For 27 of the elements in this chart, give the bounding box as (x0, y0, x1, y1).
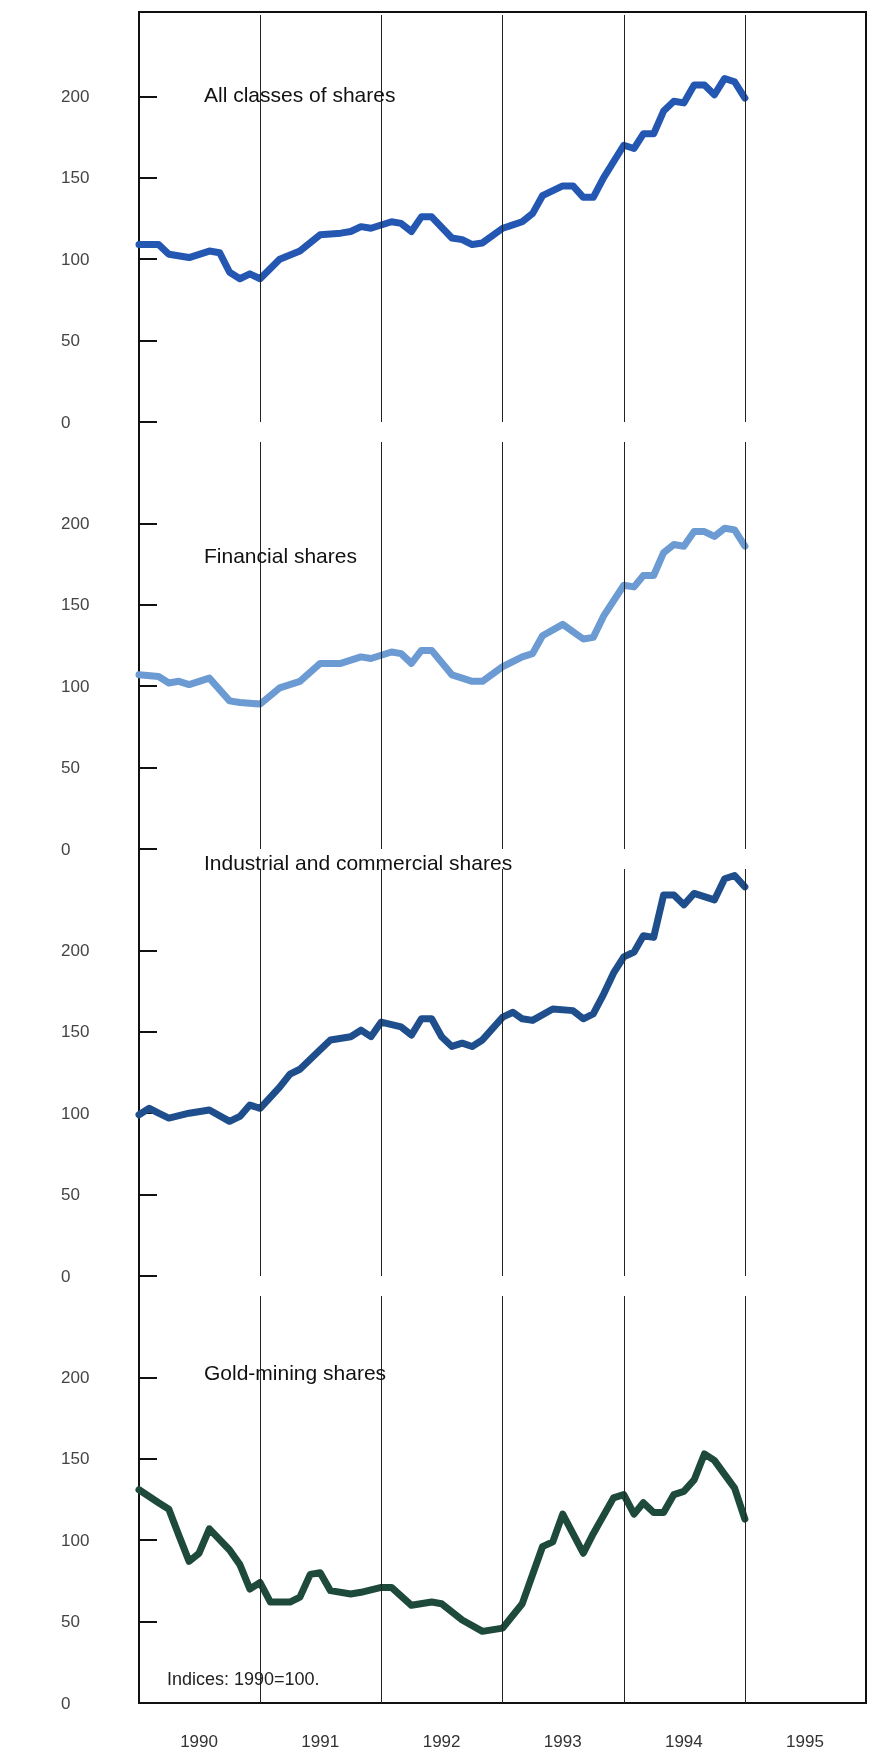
x-tick-label: 1995 (786, 1732, 824, 1751)
y-tick-label: 50 (61, 331, 80, 351)
y-tick-label: 100 (61, 249, 90, 269)
y-tick-label: 150 (61, 595, 90, 615)
y-tick-label: 100 (61, 676, 90, 696)
y-tick-label: 200 (61, 940, 90, 960)
y-tick-label: 150 (61, 1022, 90, 1042)
y-tick-label: 0 (61, 412, 71, 432)
y-tick-label: 0 (61, 839, 71, 859)
y-tick-label: 50 (61, 1185, 80, 1205)
x-tick-label: 1992 (422, 1732, 461, 1751)
y-tick-label: 200 (61, 1367, 90, 1387)
x-tick-label: 1991 (301, 1732, 340, 1751)
y-tick-label: 100 (61, 1103, 90, 1123)
x-tick-label: 1990 (180, 1732, 218, 1751)
x-tick-label: 1993 (543, 1732, 582, 1751)
x-tick-label: 1994 (664, 1732, 703, 1751)
y-tick-label: 100 (61, 1530, 90, 1550)
y-tick-label: 150 (61, 168, 90, 188)
y-tick-label: 150 (61, 1449, 90, 1469)
y-tick-label: 200 (61, 513, 90, 533)
y-tick-label: 200 (61, 86, 90, 106)
y-tick-label: 50 (61, 1612, 80, 1632)
y-tick-label: 0 (61, 1693, 71, 1713)
y-tick-label: 50 (61, 758, 80, 778)
y-tick-label: 0 (61, 1266, 71, 1286)
chart-title: Industrial and commercial shares (204, 851, 513, 874)
